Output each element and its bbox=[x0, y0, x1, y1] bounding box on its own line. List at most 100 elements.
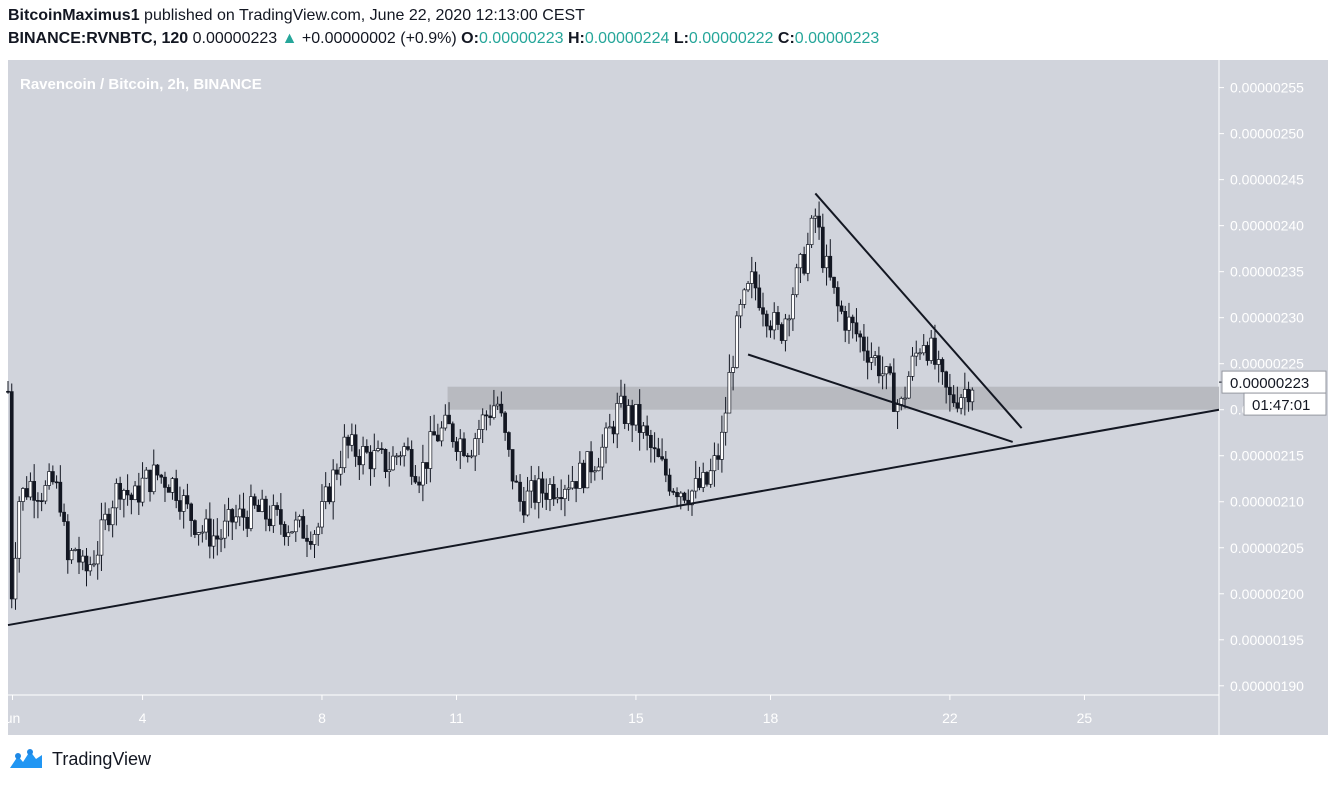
candle-body bbox=[353, 434, 358, 457]
candle-body bbox=[888, 366, 892, 374]
candle-body bbox=[734, 315, 739, 368]
candle-body bbox=[794, 267, 799, 296]
close-label: C: bbox=[777, 30, 795, 47]
candle-body bbox=[234, 516, 238, 523]
candle-body bbox=[604, 427, 608, 448]
candle-body bbox=[783, 318, 788, 341]
candle-body bbox=[9, 391, 14, 600]
candle-body bbox=[492, 405, 496, 418]
candle-body bbox=[458, 438, 463, 452]
candle-body bbox=[267, 518, 272, 527]
candle-body bbox=[54, 481, 59, 484]
candle-body bbox=[708, 470, 713, 485]
candle-body bbox=[948, 386, 952, 396]
candle-body bbox=[884, 366, 889, 375]
candle-body bbox=[574, 481, 578, 489]
publish-info: BitcoinMaximus1 published on TradingView… bbox=[8, 7, 585, 25]
candle-body bbox=[918, 352, 922, 355]
candle-body bbox=[525, 490, 530, 516]
x-tick-label: 18 bbox=[763, 710, 779, 726]
candle-body bbox=[559, 497, 564, 500]
candle-body bbox=[450, 423, 455, 443]
candle-body bbox=[252, 496, 257, 506]
candle-body bbox=[551, 484, 556, 500]
candle-body bbox=[630, 405, 635, 426]
y-tick-label: 0.00000200 bbox=[1230, 586, 1304, 602]
candle-body bbox=[540, 478, 545, 494]
candle-body bbox=[379, 448, 384, 450]
candle-body bbox=[465, 455, 470, 458]
candle-body bbox=[671, 490, 676, 493]
candle-body bbox=[753, 271, 758, 289]
candle-body bbox=[28, 481, 33, 498]
candle-body bbox=[712, 455, 717, 472]
footer-brand[interactable]: TradingView bbox=[8, 748, 151, 770]
candle-body bbox=[544, 492, 549, 500]
last-price-badge-text: 0.00000223 bbox=[1230, 375, 1309, 392]
candle-body bbox=[256, 504, 261, 512]
candle-body bbox=[47, 471, 51, 486]
candle-body bbox=[144, 469, 149, 479]
y-tick-label: 0.00000195 bbox=[1230, 632, 1304, 648]
published-text: published on TradingView.com, June 22, 2… bbox=[144, 7, 585, 24]
candle-body bbox=[338, 467, 343, 475]
candle-body bbox=[391, 455, 395, 471]
candle-body bbox=[820, 226, 825, 269]
candle-body bbox=[944, 371, 949, 388]
candle-body bbox=[290, 531, 294, 534]
candle-body bbox=[364, 446, 369, 453]
candle-body bbox=[372, 450, 377, 470]
candle-body bbox=[809, 217, 814, 245]
candle-body bbox=[828, 255, 833, 278]
candle-body bbox=[361, 446, 365, 466]
candle-body bbox=[634, 404, 638, 426]
candle-body bbox=[297, 516, 302, 521]
candle-body bbox=[536, 478, 541, 503]
candle-body bbox=[813, 215, 818, 219]
candle-body bbox=[611, 426, 616, 435]
close-value: 0.00000223 bbox=[794, 30, 880, 47]
x-tick-label: 8 bbox=[318, 710, 326, 726]
candle-body bbox=[652, 447, 657, 450]
candle-body bbox=[705, 472, 709, 485]
candle-body bbox=[65, 521, 70, 561]
high-label: H: bbox=[567, 30, 585, 47]
candle-body bbox=[936, 359, 941, 365]
candle-body bbox=[185, 495, 190, 505]
candle-body bbox=[39, 500, 44, 503]
x-tick-label: 15 bbox=[628, 710, 644, 726]
candle-body bbox=[282, 523, 287, 537]
candle-body bbox=[955, 402, 960, 409]
candle-body bbox=[798, 254, 803, 269]
candle-body bbox=[88, 564, 93, 572]
candle-body bbox=[566, 487, 571, 490]
candle-body bbox=[278, 509, 283, 525]
y-tick-label: 0.00000225 bbox=[1230, 356, 1304, 372]
tradingview-logo-icon bbox=[10, 749, 42, 768]
candle-body bbox=[103, 513, 108, 521]
author-name[interactable]: BitcoinMaximus1 bbox=[8, 7, 140, 24]
candle-body bbox=[667, 474, 672, 492]
candle-body bbox=[140, 477, 145, 503]
open-label: O: bbox=[461, 30, 479, 47]
candle-body bbox=[854, 322, 859, 335]
candle-body bbox=[36, 500, 40, 502]
candle-body bbox=[432, 431, 436, 436]
y-tick-label: 0.00000190 bbox=[1230, 678, 1304, 694]
candle-body bbox=[847, 316, 851, 331]
candle-body bbox=[394, 455, 399, 458]
candle-body bbox=[435, 434, 440, 442]
candle-body bbox=[122, 489, 126, 500]
candle-body bbox=[757, 287, 762, 309]
candle-body bbox=[151, 464, 156, 493]
low-value: 0.00000222 bbox=[688, 30, 774, 47]
candle-body bbox=[693, 478, 698, 492]
candle-body bbox=[869, 357, 874, 363]
candle-body bbox=[589, 451, 593, 473]
candle-body bbox=[170, 478, 175, 493]
candle-body bbox=[619, 395, 623, 404]
candle-body bbox=[660, 456, 664, 460]
candle-body bbox=[835, 287, 840, 307]
candle-body bbox=[305, 537, 309, 542]
